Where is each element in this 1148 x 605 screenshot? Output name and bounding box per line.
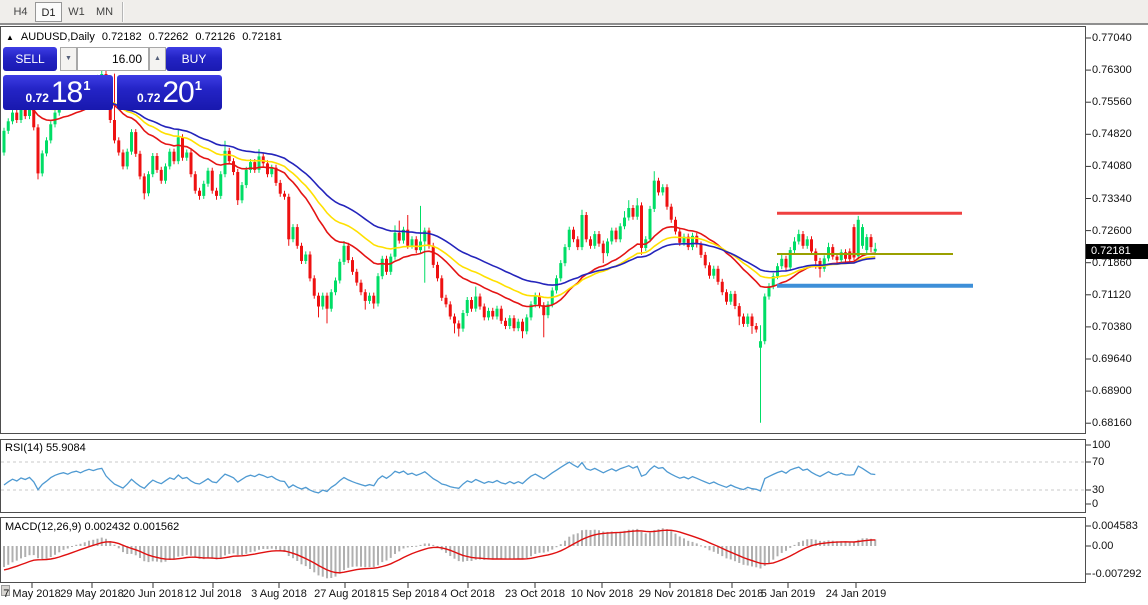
date-label: 29 May 2018 [60,588,124,600]
price-axis-label: 0.74820 [1092,128,1132,141]
buy-price-big: 20 [162,75,194,109]
macd-axis-label: 0.004583 [1092,520,1138,532]
title-open: 0.72182 [101,31,142,43]
macd-axis-label: 0.00 [1092,540,1114,552]
buy-price-prefix: 0.72 [137,90,161,105]
buy-price-sup: 1 [194,78,202,93]
price-axis-label: 0.68160 [1092,417,1132,430]
date-label: 15 Sep 2018 [376,588,440,600]
date-label: 23 Oct 2018 [505,588,565,600]
rsi-axis-label: 70 [1092,456,1105,468]
price-axis-label: 0.71860 [1092,256,1132,269]
symbol-label: AUDUSD,Daily [20,31,95,43]
price-axis-label: 0.69640 [1092,353,1132,365]
timeframe-button-w1[interactable]: W1 [68,6,85,18]
rsi-axis-label: 30 [1092,484,1105,496]
rsi-axis-label: 0 [1092,498,1099,510]
date-label: 12 Jul 2018 [184,588,242,600]
buy-button[interactable]: BUY [166,47,222,71]
price-axis-label: 0.75560 [1092,96,1132,109]
one-click-trading-panel: SELL ▼ ▲ BUY 0.72 18 1 0.72 20 1 [3,47,222,110]
date-label: 7 May 2018 [3,588,61,600]
volume-input[interactable] [77,47,149,71]
toolbar-separator [122,2,124,22]
title-high: 0.72262 [148,31,189,43]
rsi-axis-label: 100 [1092,439,1111,451]
macd-indicator-label: MACD(12,26,9) 0.002432 0.001562 [5,521,180,533]
price-axis-label: 0.73340 [1092,192,1132,205]
date-label: 24 Jan 2019 [825,588,887,600]
volume-increase-button[interactable]: ▲ [149,47,166,71]
chart-title: ▲ AUDUSD,Daily 0.72182 0.72262 0.72126 0… [6,30,282,44]
collapse-icon[interactable]: ▲ [6,32,14,42]
macd-axis-label: -0.007292 [1092,568,1142,580]
timeframe-button-d1[interactable]: D1 [35,2,62,22]
price-axis-label: 0.72600 [1092,224,1132,237]
sell-price-big: 18 [50,75,83,109]
date-label: 27 Aug 2018 [314,588,376,600]
title-low: 0.72126 [195,31,236,43]
price-axis-label: 0.68900 [1092,385,1132,398]
sell-price-sup: 1 [83,78,91,93]
sell-price-box[interactable]: 0.72 18 1 [3,75,113,110]
date-label: 4 Oct 2018 [441,588,495,600]
date-label: 18 Dec 2018 [700,588,764,600]
date-label: 29 Nov 2018 [638,588,702,600]
date-label: 10 Nov 2018 [570,588,634,600]
date-label: 20 Jun 2018 [122,588,184,600]
sell-price-prefix: 0.72 [25,90,49,105]
price-axis-label: 0.74080 [1092,160,1132,173]
price-axis-label: 0.76300 [1092,64,1132,77]
price-axis-label: 0.70380 [1092,320,1132,333]
date-label: 5 Jan 2019 [760,588,816,600]
scroll-corner-icon[interactable] [1,585,10,596]
price-axis-label: 0.71120 [1092,288,1131,301]
timeframe-button-mn[interactable]: MN [95,6,114,18]
timeframe-toolbar: H4 D1 W1 MN [0,0,1148,25]
buy-price-box[interactable]: 0.72 20 1 [117,75,222,110]
price-axis-label: 0.77040 [1092,32,1132,44]
current-price-tag: 0.72181 [1086,244,1148,259]
title-close: 0.72181 [242,31,282,43]
timeframe-button-h4[interactable]: H4 [13,6,28,18]
date-label: 3 Aug 2018 [251,588,307,600]
volume-decrease-button[interactable]: ▼ [60,47,77,71]
rsi-indicator-label: RSI(14) 55.9084 [5,442,86,454]
sell-button[interactable]: SELL [3,47,57,71]
